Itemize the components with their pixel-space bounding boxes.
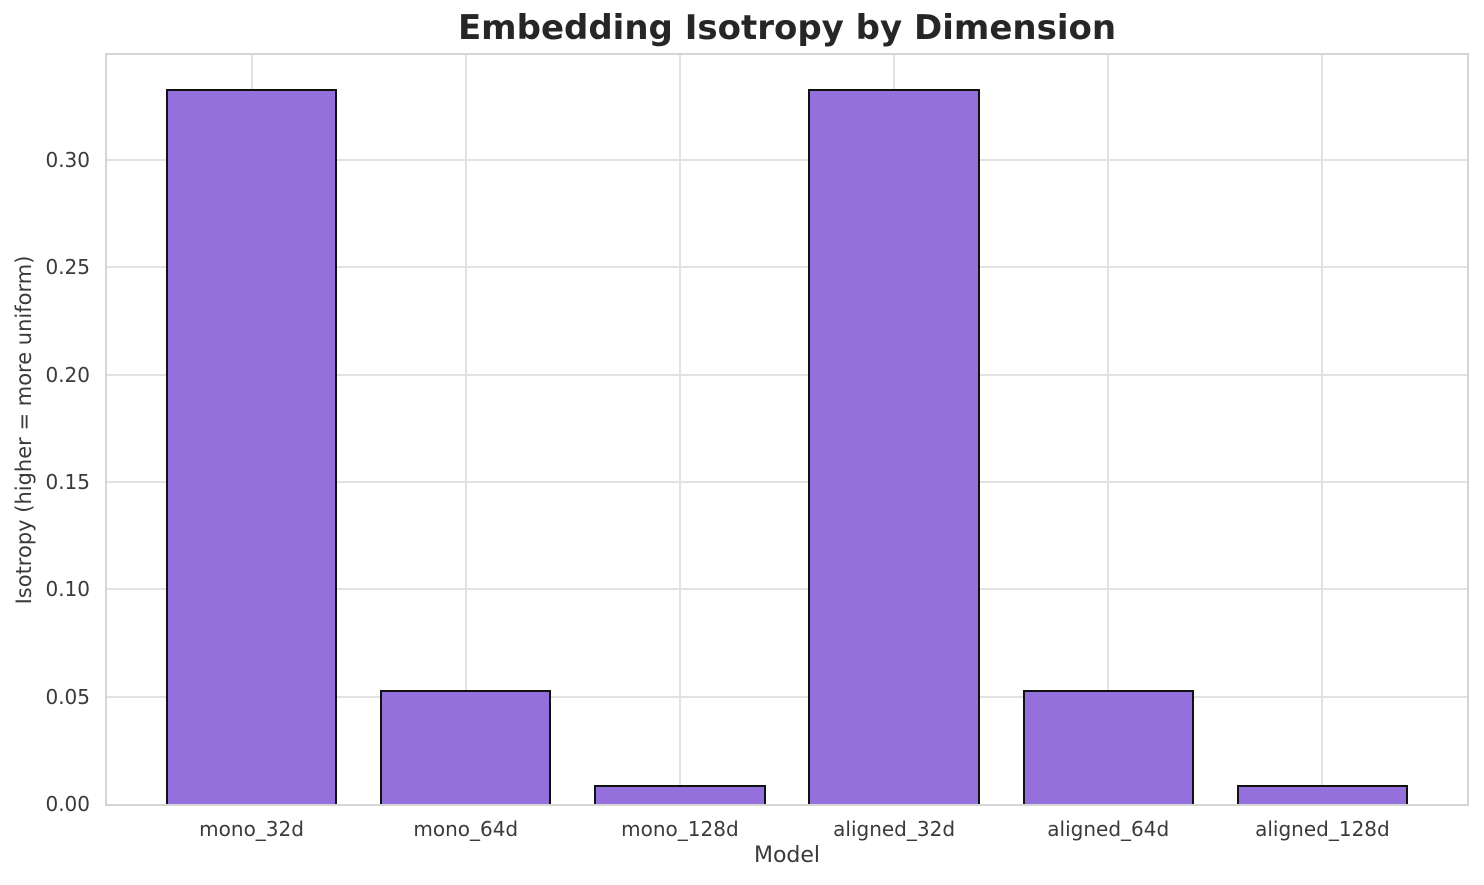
gridline-vertical [464,55,467,804]
gridline-horizontal [107,159,1467,162]
bar-mono_32d [165,89,338,804]
plot-area [105,53,1469,806]
gridline-horizontal [107,481,1467,484]
x-axis-title: Model [753,843,821,868]
bar-aligned_32d [808,89,980,804]
y-tick-label: 0.00 [45,792,90,816]
gridline-vertical [1107,55,1110,804]
x-tick-label: aligned_64d [1047,817,1170,841]
bar-aligned_128d [1236,784,1409,804]
x-tick-label: aligned_32d [833,817,956,841]
bar-mono_64d [380,690,552,804]
gridline-horizontal [107,266,1467,269]
y-tick-label: 0.30 [45,148,90,173]
y-tick-label: 0.10 [45,577,90,602]
y-tick-label: 0.25 [45,255,90,280]
gridline-vertical [678,55,681,804]
x-tick-label: aligned_128d [1255,817,1390,841]
chart-title: Embedding Isotropy by Dimension [457,8,1117,48]
gridline-horizontal [107,373,1467,376]
bar-aligned_64d [1022,690,1194,804]
y-tick-label: 0.20 [45,362,90,387]
y-tick-label: 0.05 [45,684,90,709]
x-tick-label: mono_64d [413,817,519,841]
x-tick-label: mono_32d [199,817,304,841]
y-tick-label: 0.15 [45,470,90,495]
gridline-horizontal [107,695,1467,698]
gridline-horizontal [107,588,1467,591]
x-tick-label: mono_128d [621,817,739,841]
bar-mono_128d [594,784,766,804]
gridline-vertical [1321,55,1324,804]
y-axis-title: Isotropy (higher = more uniform) [12,255,36,605]
